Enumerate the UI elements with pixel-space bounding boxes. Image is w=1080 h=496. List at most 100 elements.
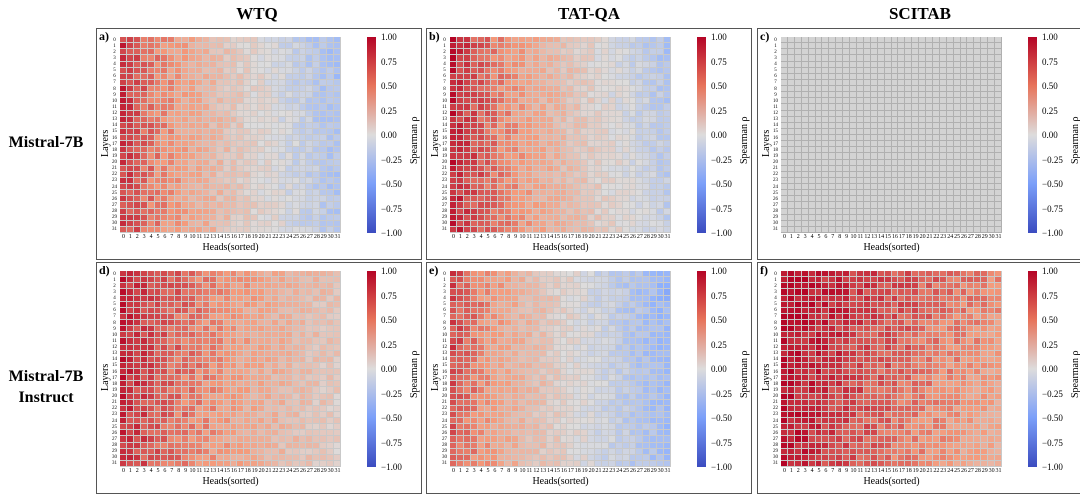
heatmap-cell (154, 92, 162, 99)
heatmap-cell (133, 350, 141, 357)
heatmap-cell (595, 184, 602, 191)
heatmap-cell (140, 424, 148, 431)
x-tick-label: 0 (121, 468, 125, 474)
heatmap-cell (477, 165, 485, 172)
heatmap-cell (787, 43, 795, 50)
heatmap-cell (327, 214, 335, 221)
heatmap-cell (189, 122, 196, 129)
heatmap-cell (168, 67, 176, 74)
heatmap-cell (216, 141, 224, 148)
heatmap-cell (230, 184, 238, 191)
heatmap-cell (650, 177, 658, 184)
heatmap-cell (953, 110, 961, 117)
heatmap-cell (195, 61, 203, 68)
heatmap-cell (251, 135, 259, 142)
heatmap-cell (939, 220, 947, 227)
heatmap-cell (313, 37, 321, 44)
heatmap-cell (140, 362, 148, 369)
heatmap-cell (140, 67, 148, 74)
y-tick-label: 31 (773, 227, 778, 233)
heatmap-cell (953, 171, 961, 178)
heatmap-cell (182, 436, 190, 443)
heatmap-cell (313, 196, 321, 203)
heatmap-cell (161, 67, 169, 74)
heatmap-cell (126, 387, 134, 394)
heatmap-cell (154, 110, 162, 117)
heatmap-cell (285, 344, 293, 351)
x-tick-label: 31 (334, 234, 341, 240)
heatmap-cell (595, 110, 602, 117)
heatmap-cell (140, 448, 148, 455)
heatmap-cell (560, 190, 568, 197)
colorbar-tick-label: 1.00 (1042, 32, 1058, 42)
heatmap-cell (292, 159, 300, 166)
heatmap-cell (202, 418, 210, 425)
heatmap-cell (595, 220, 602, 227)
heatmap-cell (265, 289, 272, 296)
heatmap-cell (147, 61, 155, 68)
heatmap-cell (484, 202, 492, 209)
heatmap-cell (126, 196, 134, 203)
heatmap-cell (850, 165, 857, 172)
heatmap-cell (622, 67, 630, 74)
heatmap-cell (912, 98, 920, 105)
heatmap-cell (877, 190, 885, 197)
heatmap-cell (278, 171, 286, 178)
heatmap-cell (815, 220, 823, 227)
heatmap-cell (313, 356, 321, 363)
heatmap-cell (643, 79, 651, 86)
heatmap-cell (801, 226, 809, 233)
heatmap-cell (154, 98, 162, 105)
heatmap-cell (237, 307, 245, 314)
heatmap-cell (863, 190, 871, 197)
heatmap-cell (285, 141, 293, 148)
heatmap-cell (133, 214, 141, 221)
heatmap-cell (877, 79, 885, 86)
heatmap-cell (161, 55, 169, 62)
heatmap-cell (182, 98, 190, 105)
heatmap-cell (863, 116, 871, 123)
heatmap-cell (230, 220, 238, 227)
heatmap-cell (801, 73, 809, 80)
heatmap-cell (953, 37, 961, 44)
heatmap-cell (313, 430, 321, 437)
heatmap-cell (836, 220, 844, 227)
heatmap-cell (546, 147, 554, 154)
heatmap-cell (278, 147, 286, 154)
heatmap-cell (209, 159, 217, 166)
heatmap-cell (334, 92, 341, 99)
heatmap-cell (512, 116, 520, 123)
heatmap-cell (498, 128, 506, 135)
heatmap-cell (470, 220, 478, 227)
heatmap-cell (299, 79, 307, 86)
heatmap-cell (195, 405, 203, 412)
heatmap-cell (223, 110, 231, 117)
heatmap-cell (615, 122, 623, 129)
heatmap-cell (636, 190, 644, 197)
heatmap-cell (450, 98, 457, 105)
heatmap-cell (808, 226, 816, 233)
heatmap-cell (574, 147, 582, 154)
heatmap-cell (251, 442, 259, 449)
heatmap-cell (126, 277, 134, 284)
heatmap-cell (967, 98, 975, 105)
colorbar-tick-label: 0.50 (381, 81, 397, 91)
heatmap-cell (285, 49, 293, 56)
heatmap-cell (195, 338, 203, 345)
heatmap-cell (636, 159, 644, 166)
heatmap-cell (808, 128, 816, 135)
heatmap-cell (175, 61, 183, 68)
heatmap-cell (960, 104, 968, 111)
heatmap-cell (126, 405, 134, 412)
heatmap-cell (926, 135, 933, 142)
heatmap-cell (161, 442, 169, 449)
heatmap-cell (664, 104, 671, 111)
heatmap-cell (953, 49, 961, 56)
heatmap-cell (202, 448, 210, 455)
heatmap-cell (456, 147, 464, 154)
heatmap-cell (244, 405, 252, 412)
x-tick-label: 27 (636, 234, 643, 240)
heatmap-cell (258, 116, 266, 123)
heatmap-cell (299, 208, 307, 215)
heatmap-cell (334, 37, 341, 44)
